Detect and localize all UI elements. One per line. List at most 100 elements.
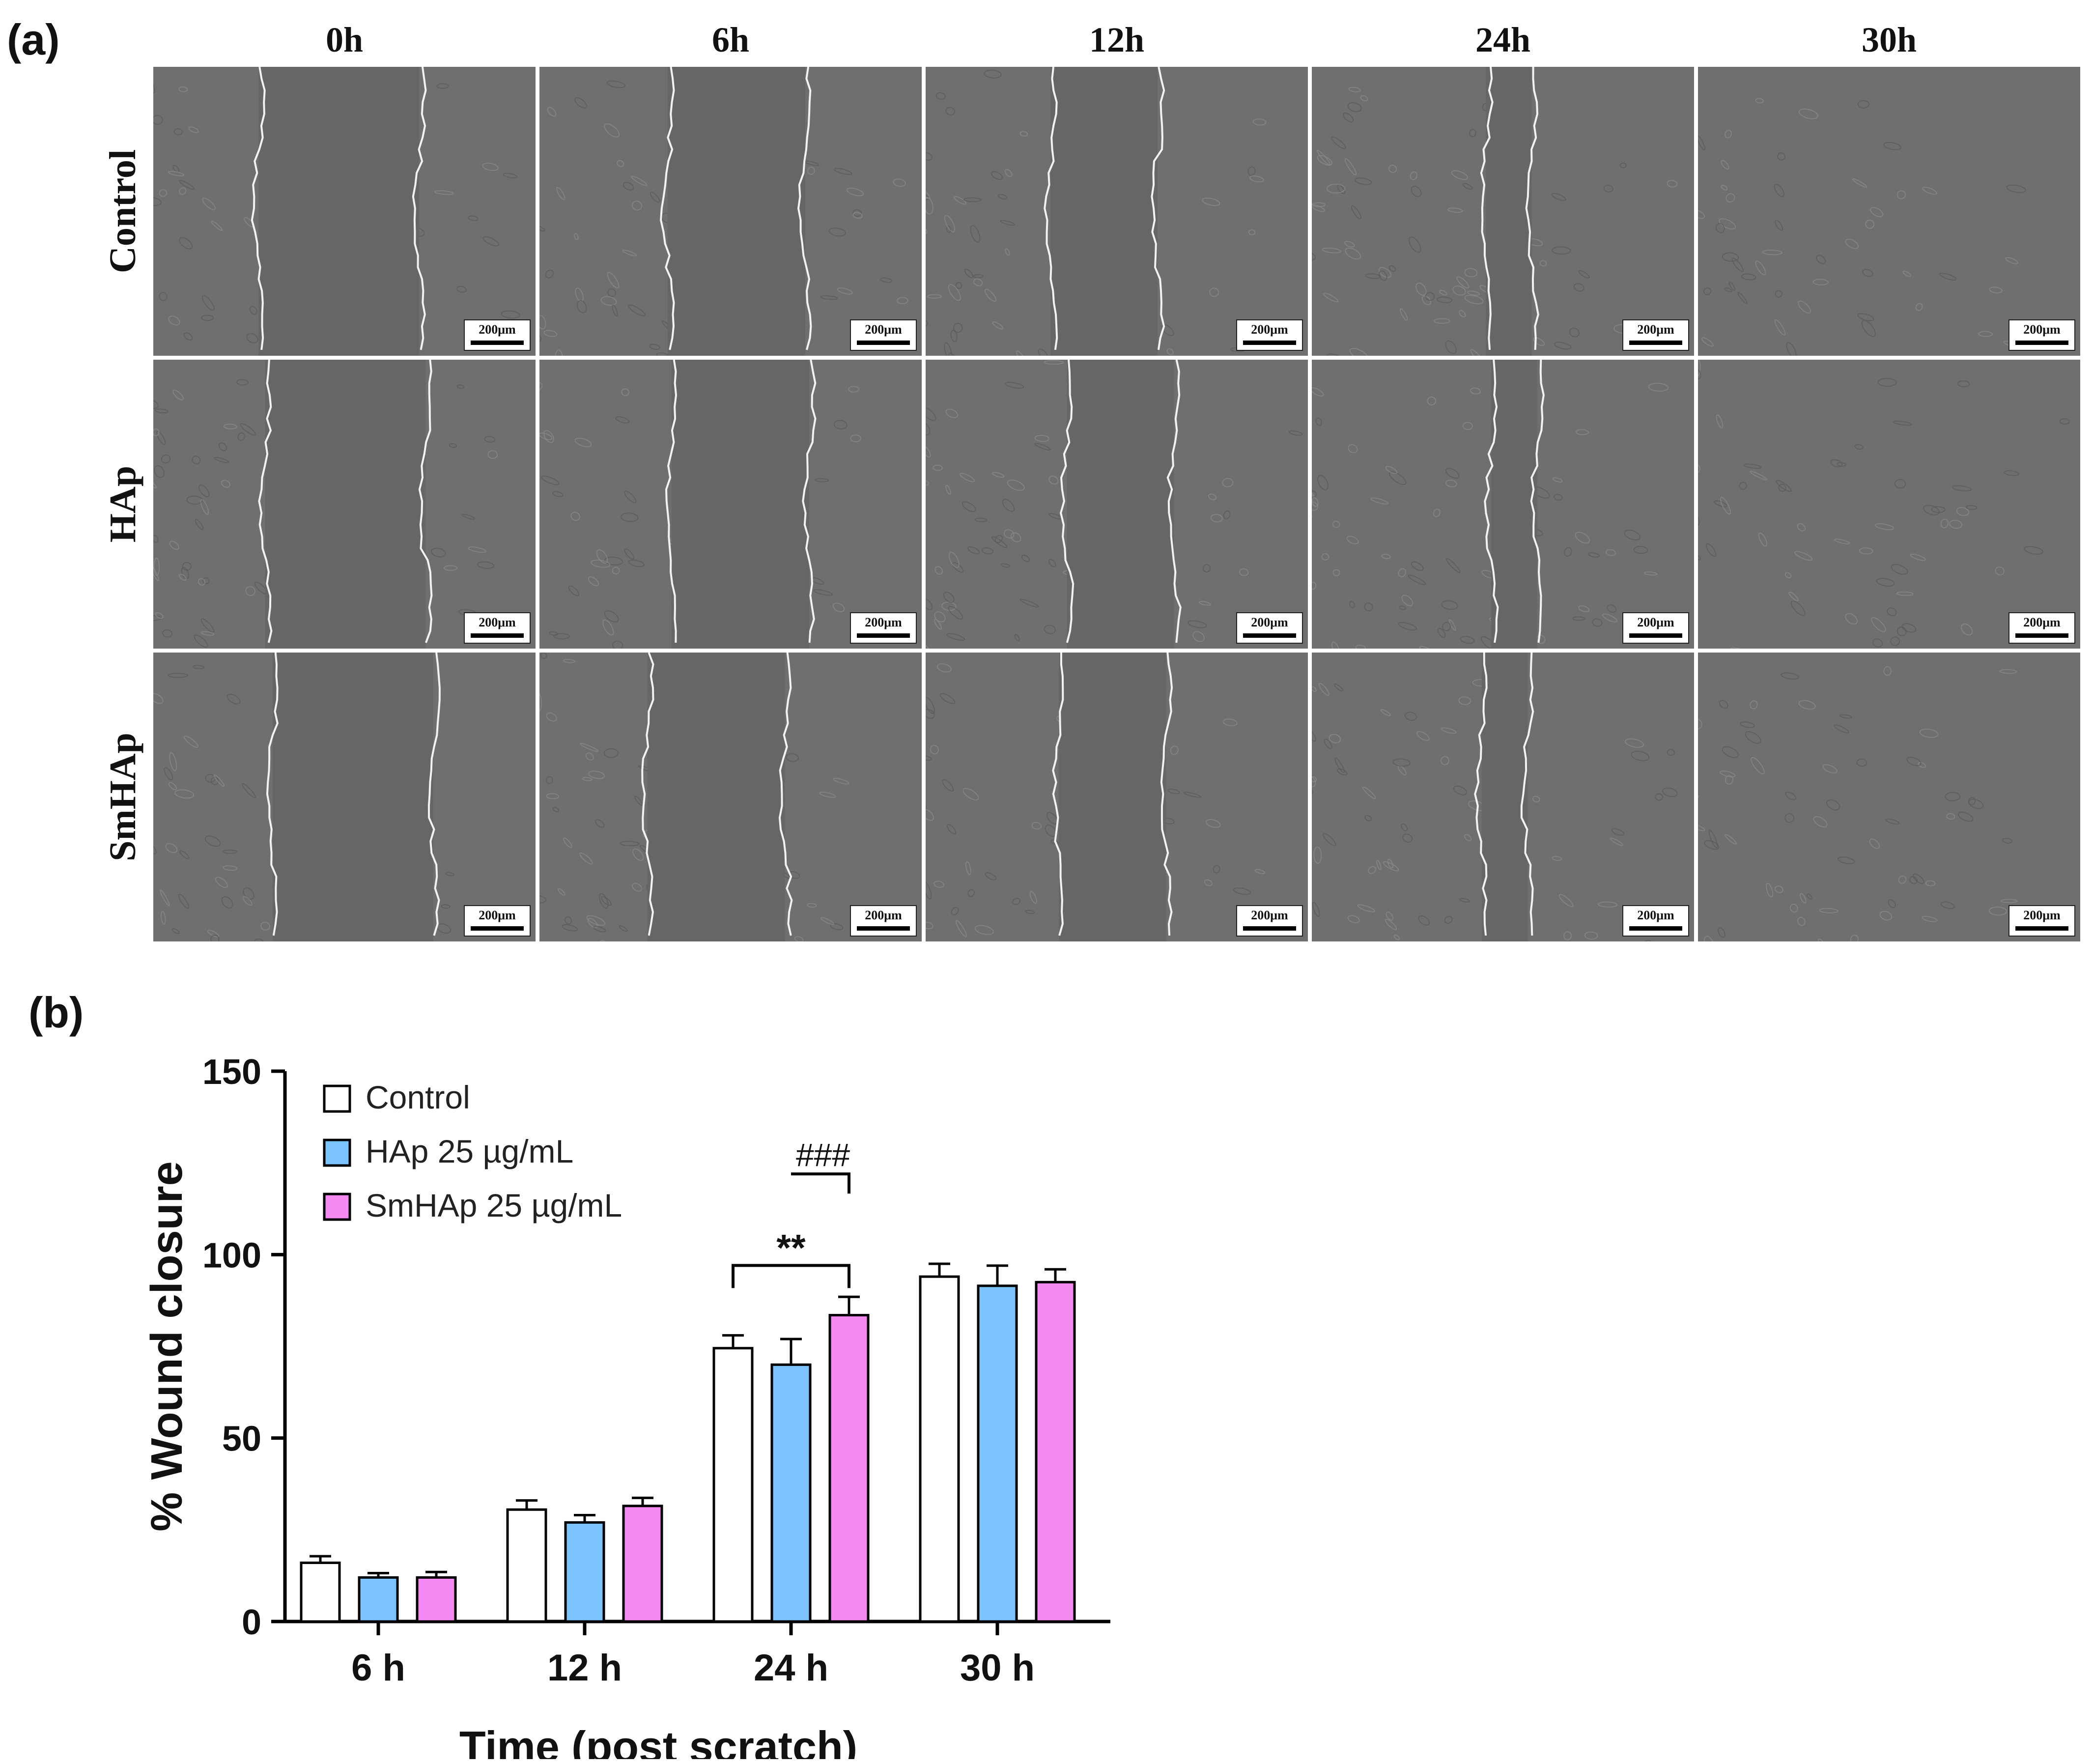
row-header-smhap: SmHAp <box>102 733 143 861</box>
scale-bar: 200μm <box>2008 612 2075 644</box>
significance-hash: ### <box>796 1137 850 1173</box>
legend-label: Control <box>366 1079 470 1115</box>
scale-bar: 200μm <box>1622 905 1689 937</box>
wound-edge-left <box>1480 67 1494 350</box>
y-tick-label: 50 <box>222 1420 261 1459</box>
significance-bracket-control-smhap <box>732 1264 850 1288</box>
scale-bar-line <box>1243 633 1296 638</box>
wound-edge-right <box>1166 360 1182 643</box>
micrograph-smhap-24h: 200μm <box>1312 653 1694 941</box>
wound-edge-right <box>1160 653 1173 936</box>
micrograph-hap-0h: 200μm <box>153 360 536 649</box>
scale-bar: 200μm <box>850 612 917 644</box>
scale-bar-line <box>1243 926 1296 931</box>
wound-edge-left <box>258 360 273 643</box>
x-tick-label: 12 h <box>547 1647 622 1689</box>
scale-bar-label: 200μm <box>479 908 516 922</box>
scale-bar-label: 200μm <box>865 322 902 337</box>
y-tick-label: 100 <box>202 1236 261 1275</box>
wound-edge-right <box>1520 653 1534 936</box>
bar-smhap-24h <box>828 1314 870 1623</box>
scale-bar-line <box>1629 926 1682 931</box>
scale-bar: 200μm <box>1236 905 1303 937</box>
x-axis-label: Time (post scratch) <box>459 1722 857 1759</box>
micrograph-smhap-12h: 200μm <box>926 653 1308 941</box>
significance-star: ** <box>776 1227 806 1269</box>
micrograph-image <box>1698 360 2080 649</box>
micrograph-control-30h: 200μm <box>1698 67 2080 356</box>
bar-control-30h <box>919 1275 960 1623</box>
y-tick-label: 150 <box>202 1053 261 1092</box>
wound-edge-left <box>660 67 675 350</box>
wound-edge-right <box>427 653 441 936</box>
micrograph-image <box>926 653 1308 941</box>
scale-bar-label: 200μm <box>1251 615 1288 629</box>
scale-bar: 200μm <box>850 905 917 937</box>
scale-bar-line <box>857 926 910 931</box>
column-header-6h: 6h <box>711 20 750 59</box>
bar-control-24h <box>712 1347 754 1623</box>
micrograph-image <box>539 67 922 356</box>
wound-edge-right <box>797 67 812 350</box>
bar-hap-12h <box>564 1521 605 1623</box>
micrograph-image <box>1698 67 2080 356</box>
bar-smhap-30h <box>1035 1280 1076 1623</box>
micrograph-control-6h: 200μm <box>539 67 922 356</box>
scale-bar-label: 200μm <box>865 615 902 629</box>
wound-edge-right <box>418 360 433 643</box>
micrograph-image <box>926 360 1308 649</box>
micrograph-hap-24h: 200μm <box>1312 360 1694 649</box>
bar-hap-30h <box>977 1284 1018 1623</box>
scale-bar: 200μm <box>1622 319 1689 351</box>
scale-bar-label: 200μm <box>2023 908 2061 922</box>
scale-bar: 200μm <box>850 319 917 351</box>
bar-hap-6h <box>358 1576 399 1623</box>
legend-label: SmHAp 25 µg/mL <box>366 1187 622 1223</box>
bar-smhap-6h <box>416 1576 457 1623</box>
column-header-24h: 24h <box>1475 20 1531 59</box>
legend-swatch <box>323 1084 351 1113</box>
legend-swatch <box>323 1138 351 1167</box>
scale-bar-line <box>2015 341 2068 345</box>
x-tick-label: 24 h <box>754 1647 828 1689</box>
micrograph-hap-6h: 200μm <box>539 360 922 649</box>
bar-smhap-12h <box>622 1505 663 1623</box>
scale-bar: 200μm <box>1236 612 1303 644</box>
bar-hap-24h <box>770 1363 812 1623</box>
scale-bar-label: 200μm <box>2023 615 2061 629</box>
scale-bar: 200μm <box>464 905 531 937</box>
scale-bar-line <box>2015 633 2068 638</box>
legend-swatch <box>323 1193 351 1221</box>
scale-bar-label: 200μm <box>1637 908 1674 922</box>
wound-edge-right <box>1530 360 1545 643</box>
micrograph-smhap-6h: 200μm <box>539 653 922 941</box>
micrograph-control-24h: 200μm <box>1312 67 1694 356</box>
column-header-12h: 12h <box>1089 20 1145 59</box>
bar-control-12h <box>506 1508 547 1623</box>
scale-bar-label: 200μm <box>479 615 516 629</box>
row-header-control: Control <box>102 149 143 273</box>
wound-edge-right <box>1525 67 1539 350</box>
y-tick-label: 0 <box>242 1603 261 1642</box>
micrograph-control-12h: 200μm <box>926 67 1308 356</box>
scale-bar-label: 200μm <box>865 908 902 922</box>
micrograph-image <box>1312 360 1694 649</box>
scale-bar: 200μm <box>2008 319 2075 351</box>
micrograph-image <box>926 67 1308 356</box>
micrograph-smhap-0h: 200μm <box>153 653 536 941</box>
scale-bar: 200μm <box>1236 319 1303 351</box>
micrograph-image <box>1312 653 1694 941</box>
wound-edge-left <box>1052 653 1064 936</box>
micrograph-grid: 0h 6h 12h 24h 30h Control 200μm 200μm 200μm 200μm… <box>102 20 2080 941</box>
wound-edge-right <box>802 360 817 643</box>
scale-bar-label: 200μm <box>479 322 516 337</box>
wound-closure-chart: 0 50 100 150 % Wound closure 6 h 12 h 24 h 30 h T… <box>142 1053 1110 1759</box>
scale-bar: 200μm <box>1622 612 1689 644</box>
scale-bar-label: 200μm <box>2023 322 2061 337</box>
scale-bar-line <box>2015 926 2068 931</box>
scale-bar: 200μm <box>464 319 531 351</box>
micrograph-image <box>539 653 922 941</box>
wound-edge-left <box>1044 67 1058 350</box>
scale-bar: 200μm <box>2008 905 2075 937</box>
scale-bar-line <box>857 633 910 638</box>
